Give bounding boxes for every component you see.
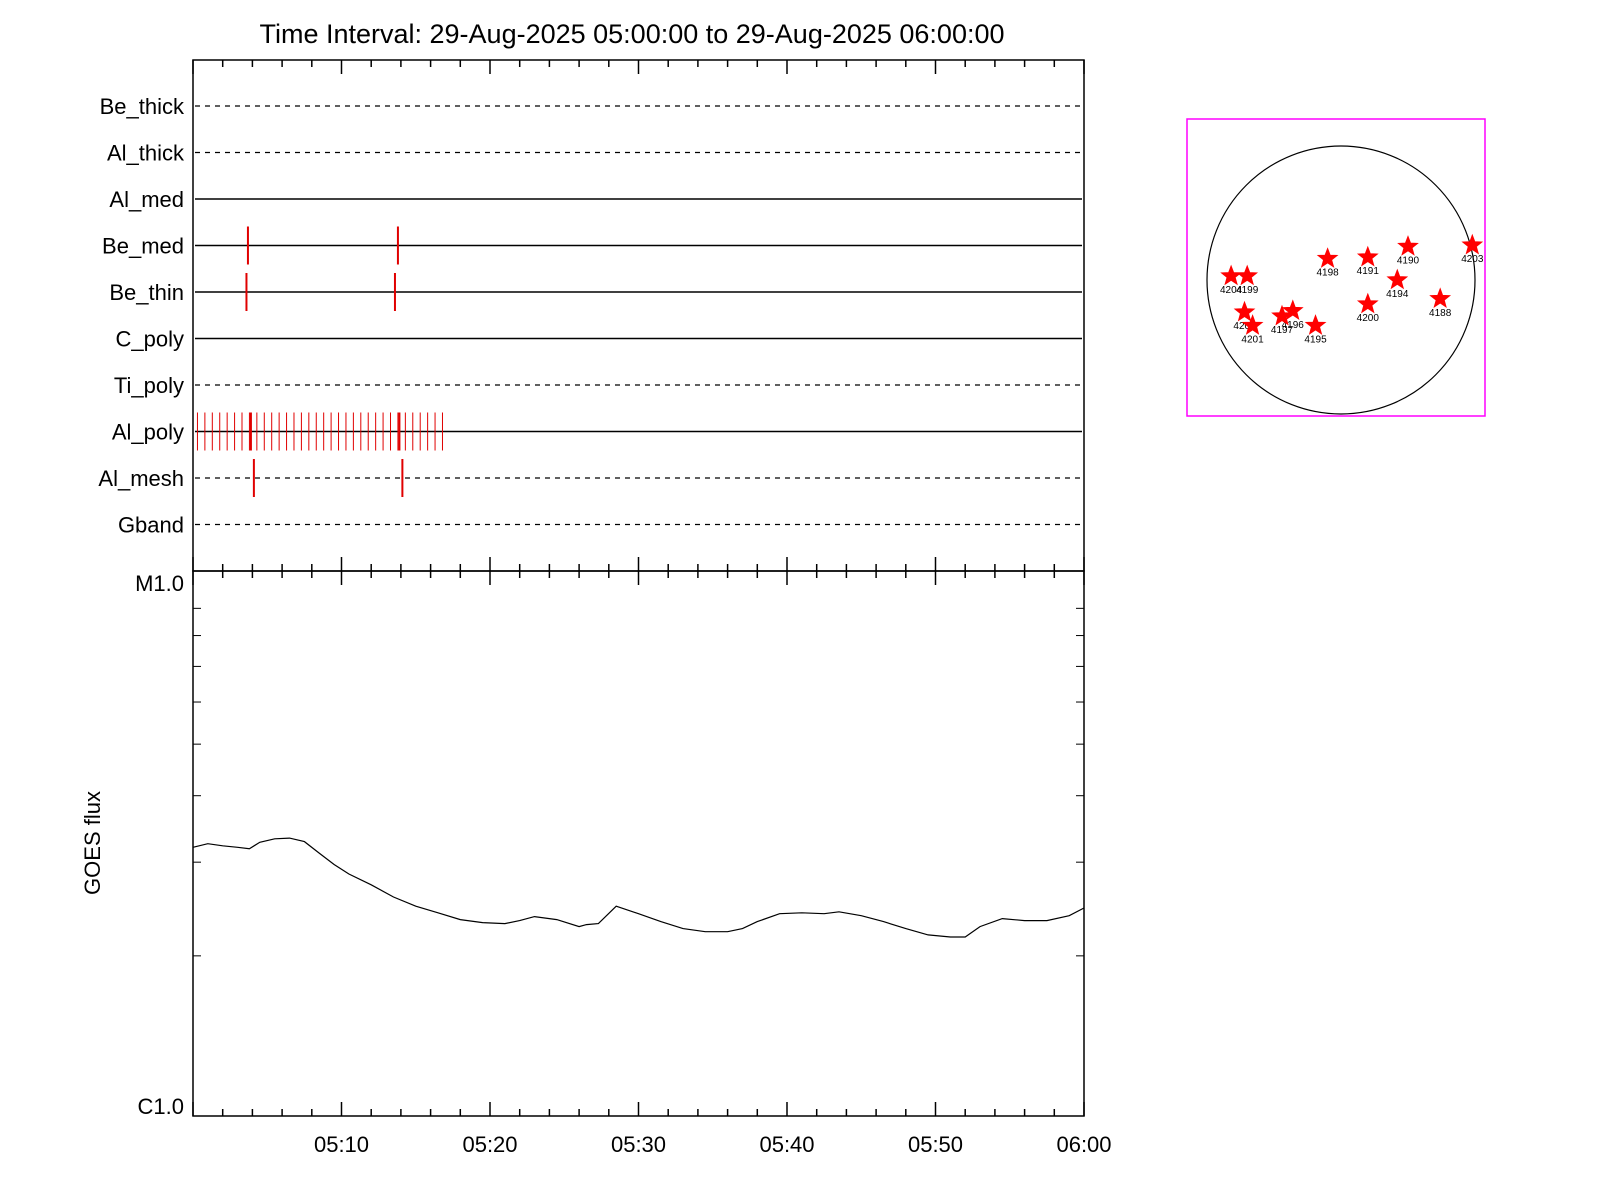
x-tick-label: 05:20 (462, 1132, 517, 1157)
goes-flux-panel: GOES flux M1.0 C1.0 05:10 05:20 05:30 05:40… (80, 570, 1112, 1157)
region-label-4194: 4194 (1386, 289, 1409, 300)
row-label-be-thick: Be_thick (100, 94, 185, 119)
region-marker-4201 (1241, 314, 1264, 335)
row-label-al-thick: Al_thick (107, 141, 185, 166)
region-marker-4195 (1304, 314, 1327, 335)
region-label-4198: 4198 (1316, 268, 1339, 279)
y-axis-label: GOES flux (80, 791, 105, 895)
row-label-al-mesh: Al_mesh (98, 466, 184, 491)
region-label-4199: 4199 (1236, 285, 1259, 296)
region-marker-4190 (1397, 235, 1419, 256)
row-label-be-thin: Be_thin (109, 280, 184, 305)
disk-map-frame (1186, 118, 1486, 417)
region-marker-4203 (1461, 233, 1484, 255)
region-marker-4188 (1429, 287, 1452, 309)
region-label-4202: 4202 (1233, 321, 1256, 332)
region-label-4203: 4203 (1461, 254, 1484, 265)
region-label-4195: 4195 (1304, 335, 1327, 346)
region-label-4201: 4201 (1241, 335, 1264, 346)
region-label-4200: 4200 (1357, 313, 1380, 324)
row-label-al-med: Al_med (109, 187, 184, 212)
region-label-4188: 4188 (1429, 308, 1452, 319)
figure-title: Time Interval: 29-Aug-2025 05:00:00 to 2… (259, 19, 1004, 49)
x-tick-label: 06:00 (1056, 1132, 1111, 1157)
row-label-c-poly: C_poly (116, 327, 184, 352)
region-marker-4191 (1356, 245, 1379, 267)
row-label-al-poly: Al_poly (112, 420, 184, 445)
goes-flux-line (192, 837, 1085, 938)
y-tick-label-top: M1.0 (135, 571, 184, 596)
region-marker-4204 (1220, 264, 1242, 286)
region-label-4197: 4197 (1271, 325, 1294, 336)
timeline-frame (192, 59, 1085, 572)
region-marker-4198 (1316, 247, 1339, 268)
region-marker-4196 (1281, 299, 1304, 321)
region-marker-4200 (1356, 292, 1379, 314)
x-tick-label: 05:10 (314, 1132, 369, 1157)
region-label-4190: 4190 (1397, 256, 1420, 267)
region-marker-4199 (1236, 264, 1259, 286)
goes-frame (192, 570, 1085, 1117)
row-label-gband: Gband (118, 513, 184, 538)
x-tick-label: 05:30 (611, 1132, 666, 1157)
row-label-ti-poly: Ti_poly (114, 373, 184, 398)
region-label-4196: 4196 (1282, 320, 1305, 331)
x-tick-label: 05:50 (908, 1132, 963, 1157)
region-marker-4202 (1233, 300, 1256, 322)
region-marker-4194 (1386, 268, 1409, 290)
solar-disk-limb (1206, 145, 1476, 415)
region-marker-4197 (1271, 304, 1293, 326)
region-label-4191: 4191 (1357, 266, 1380, 277)
event-timeline-panel: Be_thick Al_thick Al_med Be_med Be_thin C_pol… (98, 59, 1085, 572)
row-label-be-med: Be_med (102, 234, 184, 259)
region-label-4204: 4204 (1220, 285, 1243, 296)
x-tick-label: 05:40 (759, 1132, 814, 1157)
y-tick-label-bottom: C1.0 (138, 1094, 184, 1119)
